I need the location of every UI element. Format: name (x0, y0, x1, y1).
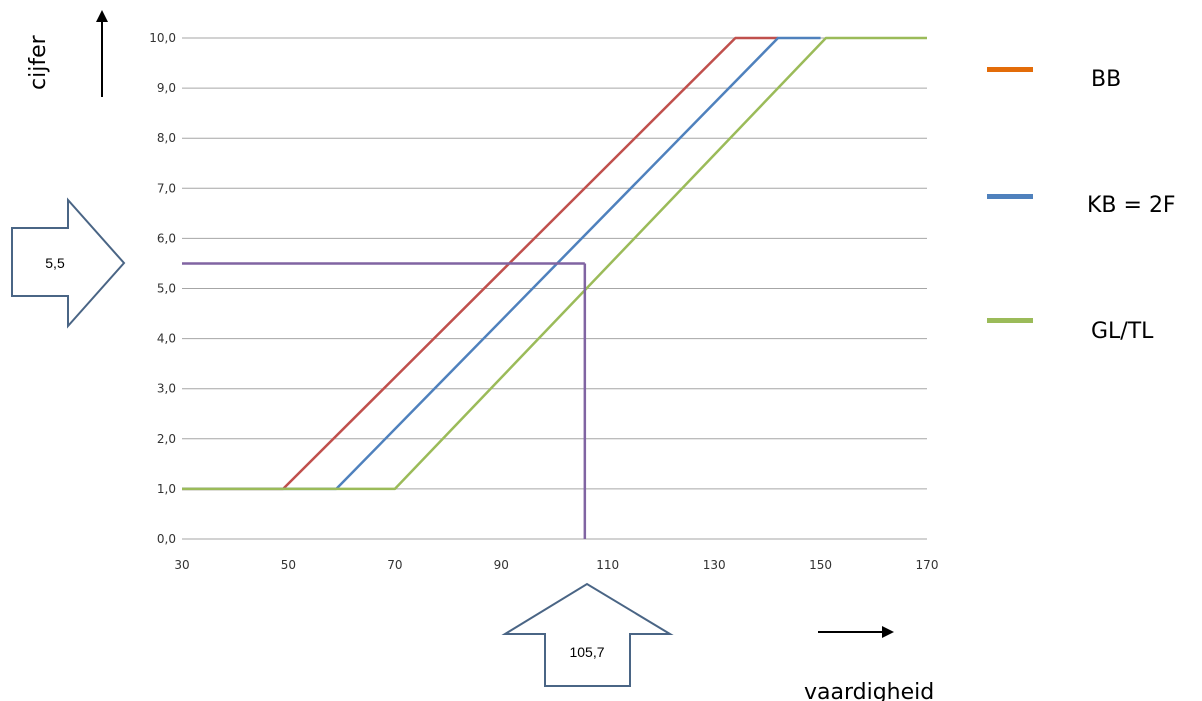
y-tick-label: 2,0 (157, 432, 176, 446)
x-value-arrow: 105,7 (501, 582, 674, 687)
y-tick-label: 6,0 (157, 231, 176, 245)
y-value-arrow-label: 5,5 (45, 255, 65, 271)
legend-label-gltl: GL/TL (1091, 319, 1154, 344)
tick-labels: 0,0 1,0 2,0 3,0 4,0 5,0 6,0 7,0 8,0 9,0 10,0 30 50 70… (149, 31, 938, 572)
y-tick-label: 9,0 (157, 81, 176, 95)
series-line-gl-tl (182, 36, 927, 491)
y-tick-label: 1,0 (157, 482, 176, 496)
y-tick-label: 7,0 (157, 181, 176, 195)
x-tick-label: 110 (596, 558, 619, 572)
legend: BB KB = 2F GL/TL (987, 67, 1176, 344)
legend-swatch-kb (987, 194, 1033, 199)
x-tick-label: 30 (174, 558, 189, 572)
x-axis-title: vaardigheid (804, 680, 934, 701)
legend-swatch-gltl (987, 318, 1033, 323)
legend-label-kb: KB = 2F (1087, 193, 1176, 218)
legend-item-bb: BB (987, 67, 1121, 92)
reference-lines (182, 262, 587, 539)
y-tick-label: 4,0 (157, 332, 176, 346)
x-tick-label: 130 (703, 558, 726, 572)
legend-swatch-bb (987, 67, 1033, 72)
y-tick-label: 10,0 (149, 31, 176, 45)
gridlines (182, 37, 927, 540)
y-tick-label: 5,0 (157, 282, 176, 296)
y-tick-label: 0,0 (157, 532, 176, 546)
legend-item-gltl: GL/TL (987, 318, 1154, 344)
y-tick-label: 3,0 (157, 382, 176, 396)
y-value-arrow: 5,5 (11, 197, 126, 329)
x-tick-label: 90 (494, 558, 509, 572)
legend-label-bb: BB (1091, 67, 1121, 92)
y-axis-title: cijfer (26, 34, 51, 90)
x-tick-label: 150 (809, 558, 832, 572)
legend-item-kb: KB = 2F (987, 193, 1176, 218)
x-tick-label: 70 (387, 558, 402, 572)
x-tick-label: 50 (281, 558, 296, 572)
y-tick-label: 8,0 (157, 131, 176, 145)
x-tick-label: 170 (916, 558, 939, 572)
x-value-arrow-label: 105,7 (569, 644, 604, 660)
x-axis-arrow-icon (818, 626, 894, 638)
y-axis-arrow-icon (96, 10, 108, 97)
